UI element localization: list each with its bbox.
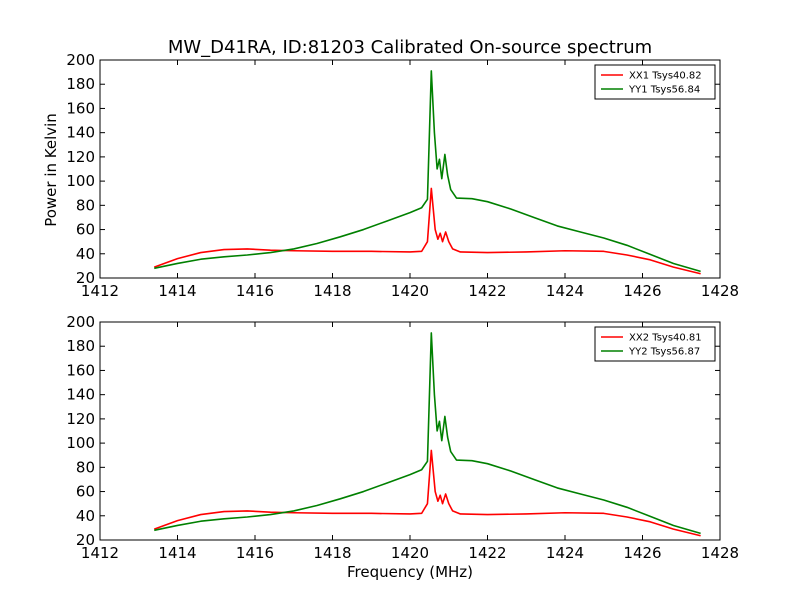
series-line-yy-2 — [154, 332, 701, 535]
legend: XX2 Tsys40.81 YY2 Tsys56.87 — [594, 326, 716, 362]
y-tick-label: 60 — [76, 221, 95, 239]
x-tick-label: 1412 — [81, 282, 119, 300]
legend-entry: XX2 Tsys40.81 — [629, 333, 702, 344]
x-tick-label: 1418 — [313, 282, 351, 300]
legend: XX1 Tsys40.82 YY1 Tsys56.84 — [594, 64, 716, 100]
x-tick-label: 1420 — [391, 282, 429, 300]
y-tick-label: 120 — [66, 148, 95, 166]
y-tick-label: 100 — [66, 434, 95, 452]
y-tick-label: 180 — [66, 337, 95, 355]
x-tick-label: 1420 — [391, 544, 429, 562]
y-tick-label: 100 — [66, 172, 95, 190]
x-tick-label: 1422 — [468, 544, 506, 562]
legend-entry: YY2 Tsys56.87 — [628, 347, 700, 358]
y-tick-label: 140 — [66, 124, 95, 142]
x-tick-label: 1414 — [158, 544, 196, 562]
series-line-yy-1 — [154, 70, 701, 273]
x-tick-label: 1416 — [236, 282, 274, 300]
legend-entry: YY1 Tsys56.84 — [628, 85, 700, 96]
legend-entry: XX1 Tsys40.82 — [629, 71, 702, 82]
series-line-xx-1 — [153, 187, 701, 275]
bottom-plot-panel: 1412 1414 1416 1418 1420 1422 1424 1426 1428 20 40… — [66, 313, 739, 562]
chart-title: MW_D41RA, ID:81203 Calibrated On-source … — [168, 37, 652, 58]
y-tick-label: 200 — [66, 313, 95, 331]
y-tick-label: 160 — [66, 99, 95, 117]
y-tick-label: 200 — [66, 51, 95, 69]
y-tick-label: 60 — [76, 483, 95, 501]
y-tick-label: 160 — [66, 361, 95, 379]
x-tick-label: 1422 — [468, 282, 506, 300]
x-tick-label: 1414 — [158, 282, 196, 300]
x-tick-label: 1428 — [701, 282, 739, 300]
x-tick-label: 1424 — [546, 544, 584, 562]
y-tick-label: 20 — [76, 531, 95, 549]
y-axis-label: Power in Kelvin — [42, 113, 60, 227]
series-line-xx-2 — [153, 449, 701, 537]
y-tick-label: 20 — [76, 269, 95, 287]
top-plot-panel: 1412 1414 1416 1418 1420 1422 1424 1426 1428 20 40… — [66, 51, 739, 300]
y-tick-label: 80 — [76, 458, 95, 476]
x-axis-label: Frequency (MHz) — [347, 563, 473, 581]
x-tick-label: 1412 — [81, 544, 119, 562]
x-tick-label: 1416 — [236, 544, 274, 562]
x-tick-label: 1428 — [701, 544, 739, 562]
y-tick-label: 40 — [76, 507, 95, 525]
y-tick-label: 80 — [76, 196, 95, 214]
x-tick-label: 1424 — [546, 282, 584, 300]
y-tick-label: 40 — [76, 245, 95, 263]
y-tick-label: 180 — [66, 75, 95, 93]
y-tick-label: 120 — [66, 410, 95, 428]
x-tick-label: 1418 — [313, 544, 351, 562]
y-tick-label: 140 — [66, 386, 95, 404]
x-tick-label: 1426 — [623, 282, 661, 300]
x-tick-label: 1426 — [623, 544, 661, 562]
